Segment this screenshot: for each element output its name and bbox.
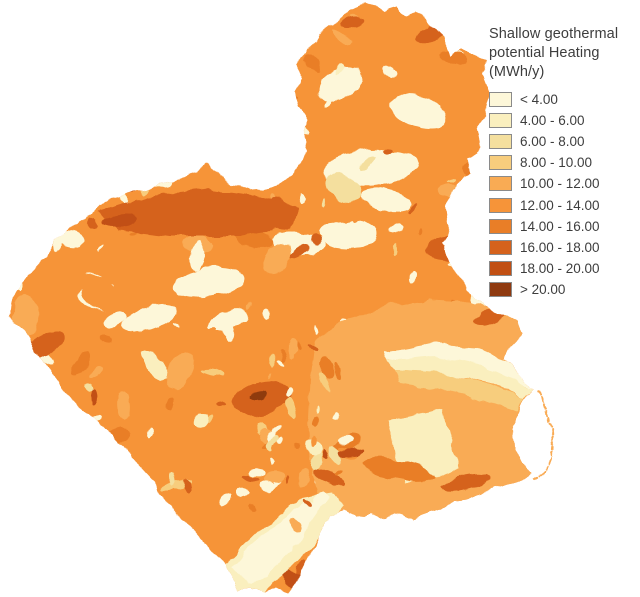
legend: Shallow geothermal potential Heating (MW… [489, 25, 639, 300]
legend-rows: < 4.00 4.00 - 6.00 6.00 - 8.00 8.00 - 10.00… [489, 89, 639, 301]
legend-row: 14.00 - 16.00 [489, 216, 639, 237]
legend-title: Shallow geothermal potential Heating (MW… [489, 26, 619, 80]
legend-row: 6.00 - 8.00 [489, 131, 639, 152]
legend-swatch [489, 261, 512, 277]
legend-row: 12.00 - 14.00 [489, 194, 639, 215]
legend-label: 16.00 - 18.00 [520, 239, 600, 255]
map-base-layer [8, 4, 536, 592]
map-zones-layer [25, 16, 536, 592]
legend-label: 10.00 - 12.00 [520, 176, 600, 192]
legend-swatch [489, 112, 512, 128]
legend-row: 10.00 - 12.00 [489, 173, 639, 194]
legend-label: 18.00 - 20.00 [520, 261, 600, 277]
legend-swatch [489, 176, 512, 192]
legend-row: 16.00 - 18.00 [489, 237, 639, 258]
murcia-region [8, 4, 554, 592]
legend-swatch [489, 155, 512, 171]
legend-swatch [489, 197, 512, 213]
legend-row: < 4.00 [489, 89, 639, 110]
legend-label: 8.00 - 10.00 [520, 155, 593, 171]
legend-row: > 20.00 [489, 279, 639, 300]
la-manga-strip [533, 390, 554, 478]
legend-swatch [489, 134, 512, 149]
legend-swatch [489, 91, 512, 107]
legend-label: 4.00 - 6.00 [520, 112, 585, 128]
legend-label: 6.00 - 8.00 [520, 134, 585, 149]
legend-row: 4.00 - 6.00 [489, 110, 639, 131]
legend-swatch [489, 218, 512, 234]
legend-row: 8.00 - 10.00 [489, 152, 639, 173]
legend-label: 12.00 - 14.00 [520, 197, 600, 213]
legend-swatch [489, 282, 512, 298]
legend-label: > 20.00 [520, 282, 566, 298]
legend-label: 14.00 - 16.00 [520, 218, 600, 234]
legend-swatch [489, 239, 512, 255]
legend-row: 18.00 - 20.00 [489, 258, 639, 279]
legend-label: < 4.00 [520, 91, 558, 107]
